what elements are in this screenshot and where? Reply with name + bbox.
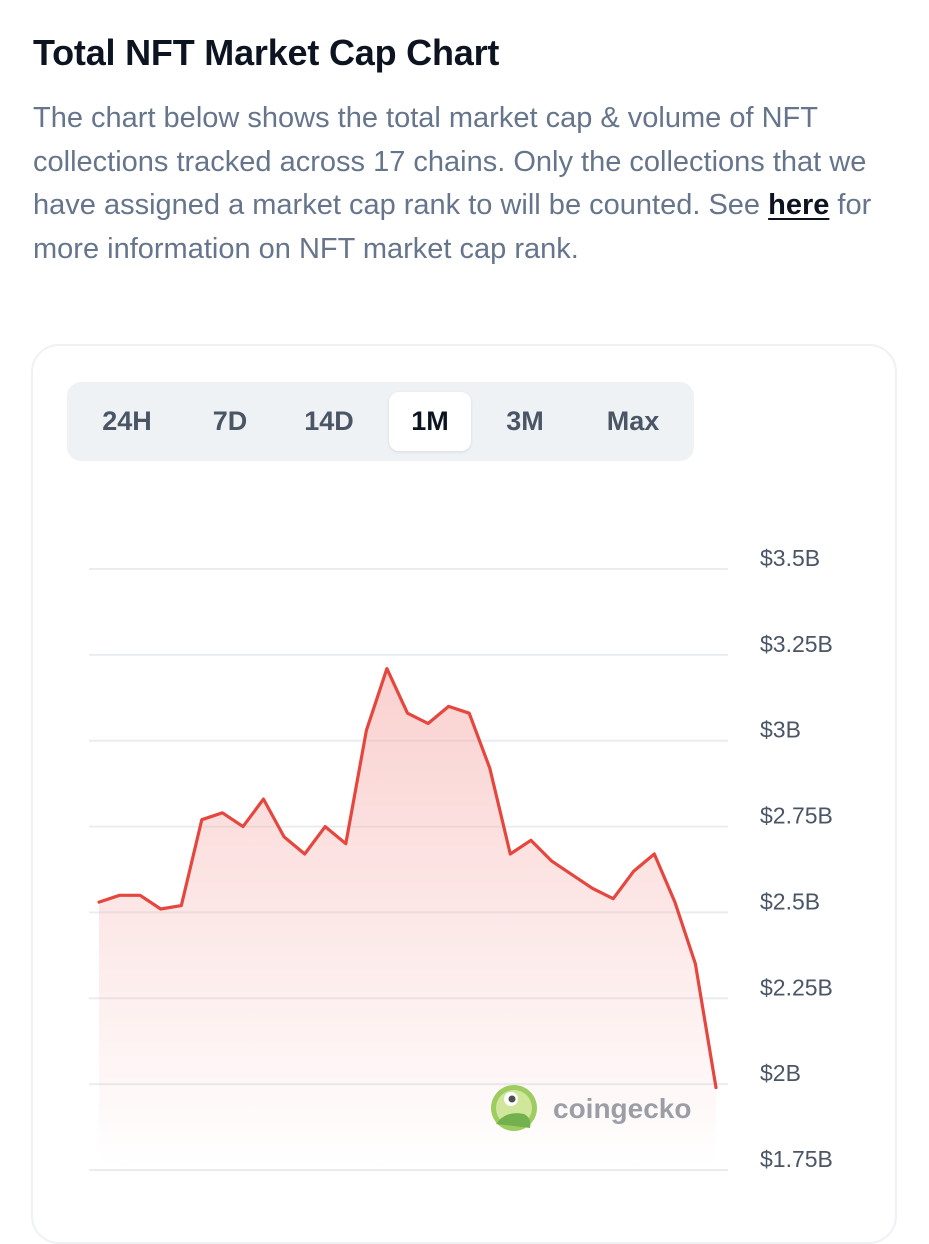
watermark-text: coingecko (553, 1093, 691, 1124)
y-tick-label: $3B (760, 717, 801, 743)
y-tick-label: $2.25B (760, 974, 833, 1000)
y-tick-label: $2B (760, 1060, 801, 1086)
y-tick-label: $2.75B (760, 803, 833, 829)
y-tick-label: $3.5B (760, 545, 820, 571)
y-axis-labels: $3.5B $3.25B $3B $2.75B $2.5B $2.25B $2B $1.75B (760, 545, 833, 1172)
y-tick-label: $2.5B (760, 888, 820, 914)
y-tick-label: $1.75B (760, 1146, 833, 1172)
market-cap-chart: $3.5B $3.25B $3B $2.75B $2.5B $2.25B $2B $1.75B… (0, 0, 929, 1200)
y-tick-label: $3.25B (760, 631, 833, 657)
gecko-logo-icon (491, 1085, 537, 1131)
page: Total NFT Market Cap Chart The chart bel… (0, 0, 929, 1200)
